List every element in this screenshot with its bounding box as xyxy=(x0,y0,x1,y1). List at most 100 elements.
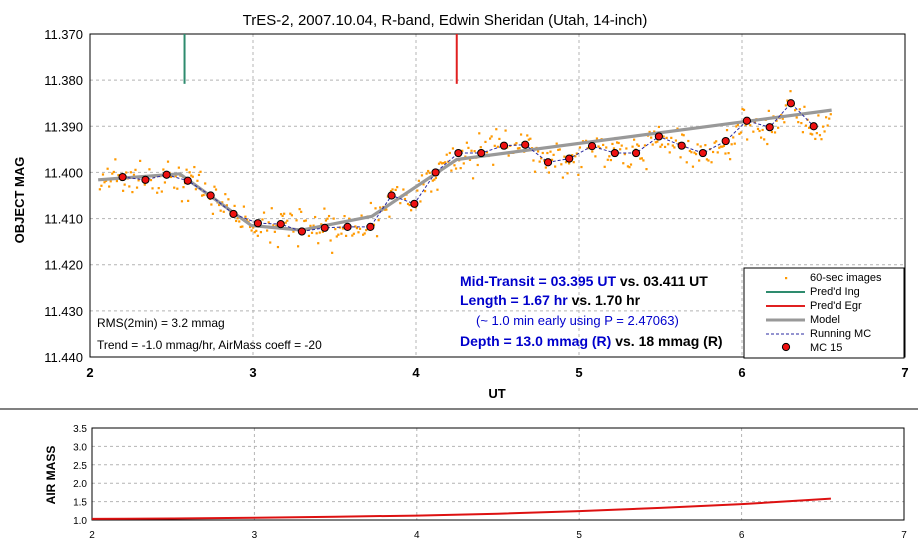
image-point xyxy=(314,215,317,219)
mc15-point xyxy=(431,168,440,177)
main-plot-frame xyxy=(89,33,906,358)
image-point xyxy=(715,140,718,143)
image-point xyxy=(354,225,357,228)
mid-transit-annotation: Mid-Transit = 03.395 UT vs. 03.411 UT xyxy=(460,273,708,289)
image-point xyxy=(343,215,346,218)
image-point xyxy=(667,143,670,146)
image-point xyxy=(532,159,535,162)
image-point xyxy=(453,164,456,167)
image-point xyxy=(538,160,541,163)
image-point xyxy=(410,209,413,212)
image-point xyxy=(804,124,808,127)
image-point xyxy=(98,188,101,191)
mc15-point xyxy=(543,158,553,167)
image-point xyxy=(233,204,236,207)
main-y-tick-label: 11.420 xyxy=(44,258,83,273)
image-point xyxy=(783,121,786,124)
image-point xyxy=(763,138,766,141)
image-point xyxy=(541,151,544,155)
legend-symbol-images xyxy=(785,277,788,280)
image-point xyxy=(448,151,451,155)
image-point xyxy=(529,137,532,140)
image-point xyxy=(197,173,201,177)
image-point xyxy=(798,108,801,111)
mc15-point xyxy=(276,220,285,229)
image-point xyxy=(459,167,462,170)
image-point xyxy=(436,188,439,191)
mc15-point xyxy=(742,116,751,125)
mc15-point xyxy=(654,132,663,141)
image-point xyxy=(674,139,678,142)
image-point xyxy=(814,137,817,141)
image-point xyxy=(473,150,476,153)
image-point xyxy=(259,231,263,234)
image-point xyxy=(180,200,184,203)
image-point xyxy=(132,173,136,176)
main-y-axis-label: OBJECT MAG xyxy=(12,157,27,244)
image-point xyxy=(454,167,458,170)
mid-transit-value: Mid-Transit = 03.395 UT xyxy=(460,273,616,289)
image-point xyxy=(210,203,213,206)
image-point xyxy=(250,229,253,232)
image-point xyxy=(134,168,137,171)
image-point xyxy=(399,202,402,205)
image-point xyxy=(388,215,391,218)
image-point xyxy=(177,166,180,169)
image-point xyxy=(546,151,549,155)
image-point xyxy=(739,131,743,134)
image-point xyxy=(202,193,205,197)
image-point xyxy=(323,207,326,210)
mc15-point xyxy=(343,222,352,231)
image-point xyxy=(572,161,575,164)
image-point xyxy=(101,173,105,176)
mc15-point xyxy=(765,123,774,132)
mc15-point xyxy=(786,99,796,108)
image-point xyxy=(433,178,436,181)
image-point xyxy=(362,233,365,236)
image-point xyxy=(193,165,196,169)
image-point xyxy=(741,107,744,111)
image-point xyxy=(609,158,612,162)
image-point xyxy=(242,205,245,208)
image-point xyxy=(631,145,634,148)
image-point xyxy=(786,99,789,102)
image-point xyxy=(279,213,283,216)
image-point xyxy=(800,121,803,125)
image-point xyxy=(117,174,120,177)
image-point xyxy=(377,219,380,222)
image-point xyxy=(563,155,566,158)
image-point xyxy=(617,141,620,145)
image-point xyxy=(682,134,685,137)
image-point xyxy=(439,161,442,164)
image-point xyxy=(753,121,756,124)
image-point xyxy=(190,174,193,177)
image-point xyxy=(761,128,764,132)
airmass-gridlines xyxy=(92,428,904,520)
image-point xyxy=(363,232,366,235)
image-point xyxy=(492,163,495,166)
image-point xyxy=(815,132,818,135)
image-point xyxy=(671,144,674,147)
image-point xyxy=(795,116,798,119)
airmass-tick-labels: 1.0 1.5 2.0 2.5 3.0 3.5 2 3 4 5 6 7 xyxy=(73,424,907,541)
image-point xyxy=(241,225,244,228)
image-point xyxy=(735,125,738,128)
mc15-point xyxy=(698,148,707,158)
image-point xyxy=(479,146,482,149)
image-point xyxy=(286,219,289,222)
image-point xyxy=(341,227,345,230)
image-point xyxy=(135,186,139,189)
image-point xyxy=(729,158,732,161)
image-point xyxy=(419,200,422,203)
image-point xyxy=(775,119,778,122)
mc15-point xyxy=(809,122,818,131)
main-y-tick-label: 11.390 xyxy=(44,119,83,134)
image-point xyxy=(516,147,520,150)
image-point xyxy=(608,155,611,158)
image-point xyxy=(691,165,695,168)
image-point xyxy=(437,162,441,165)
image-point xyxy=(109,180,112,183)
image-point xyxy=(694,152,698,156)
image-point xyxy=(594,155,597,158)
image-point xyxy=(557,148,560,152)
